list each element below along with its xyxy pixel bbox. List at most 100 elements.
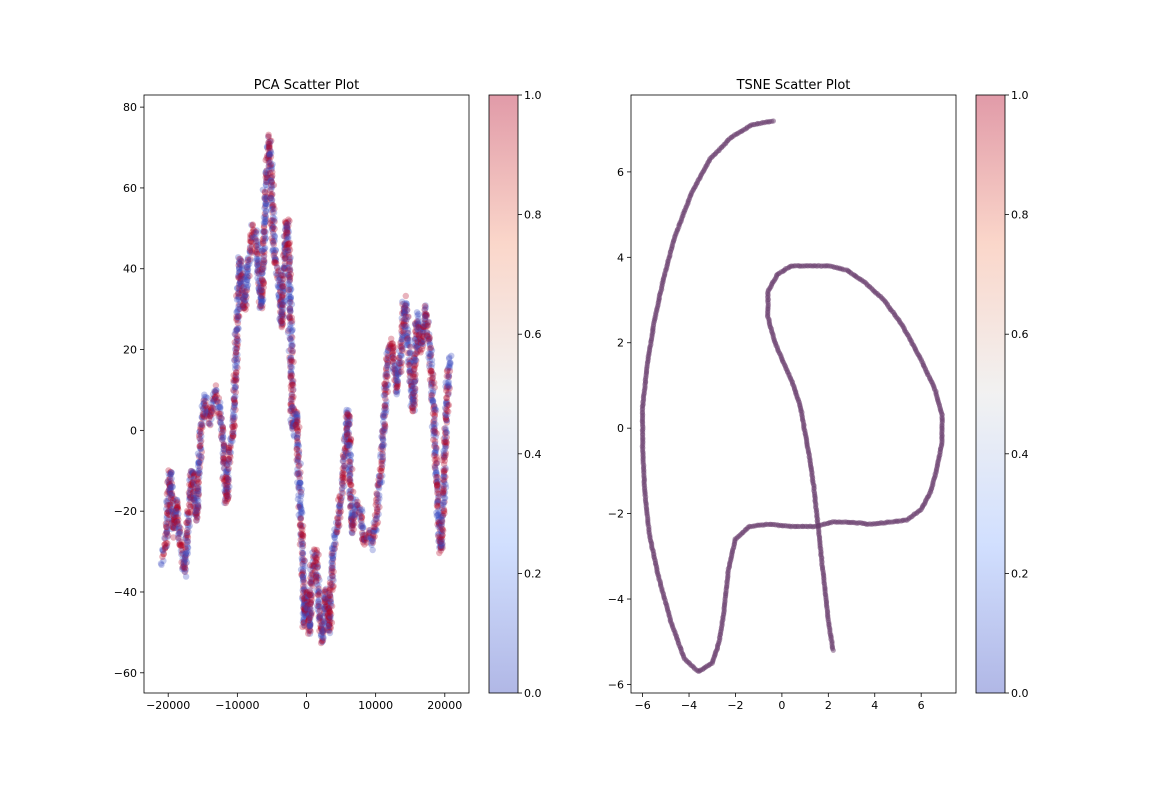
scatter-point	[221, 478, 228, 485]
scatter-point	[195, 487, 202, 494]
scatter-point	[232, 346, 239, 353]
scatter-point	[210, 410, 217, 417]
scatter-point	[239, 304, 247, 311]
scatter-point	[170, 534, 177, 541]
scatter-point	[270, 209, 278, 216]
scatter-point	[253, 261, 261, 268]
scatter-point	[221, 481, 228, 489]
pca-colorbar-gradient	[489, 95, 518, 693]
scatter-point	[211, 395, 219, 402]
scatter-point	[171, 516, 178, 523]
scatter-point	[173, 518, 180, 525]
scatter-point	[239, 303, 246, 310]
scatter-point	[260, 279, 267, 286]
scatter-point	[167, 488, 174, 495]
scatter-point	[243, 269, 250, 276]
scatter-point	[225, 444, 233, 451]
scatter-point	[220, 442, 227, 450]
scatter-point	[235, 324, 242, 332]
scatter-point	[196, 464, 204, 471]
scatter-point	[185, 524, 192, 531]
scatter-point	[319, 633, 327, 640]
scatter-point	[229, 430, 236, 437]
scatter-point	[239, 302, 246, 309]
scatter-point	[188, 509, 195, 516]
scatter-point	[381, 392, 388, 399]
scatter-point	[254, 268, 262, 275]
scatter-point	[229, 428, 236, 435]
scatter-point	[203, 411, 211, 419]
scatter-point	[168, 499, 175, 506]
scatter-point	[174, 505, 181, 512]
scatter-point	[192, 509, 200, 517]
scatter-point	[202, 410, 209, 418]
scatter-point	[236, 263, 243, 271]
scatter-point	[228, 434, 236, 442]
scatter-point	[244, 261, 251, 269]
scatter-point	[349, 512, 357, 519]
scatter-point	[187, 475, 194, 482]
scatter-point	[227, 444, 234, 451]
scatter-point	[191, 496, 198, 503]
scatter-point	[236, 260, 243, 267]
scatter-point	[222, 477, 230, 484]
scatter-point	[223, 470, 230, 477]
colorbar-tick-label: 1.0	[1011, 89, 1029, 102]
scatter-point	[185, 501, 193, 508]
scatter-point	[165, 487, 172, 494]
scatter-point	[206, 412, 213, 419]
scatter-point	[220, 455, 227, 462]
tsne-x-ticks: −6 −4 −2 0 2 4 6	[634, 693, 925, 712]
scatter-point	[215, 410, 223, 417]
scatter-point	[169, 524, 176, 531]
scatter-point	[195, 490, 202, 498]
scatter-point	[224, 481, 231, 489]
scatter-point	[184, 538, 191, 546]
scatter-point	[186, 481, 193, 488]
scatter-point	[258, 298, 265, 306]
scatter-point	[200, 415, 208, 422]
scatter-point	[248, 243, 256, 250]
scatter-point	[183, 529, 190, 537]
scatter-point	[228, 434, 235, 441]
scatter-point	[176, 523, 183, 530]
scatter-point	[235, 313, 242, 320]
scatter-point	[236, 287, 244, 295]
scatter-point	[189, 470, 197, 477]
scatter-point	[220, 440, 228, 448]
scatter-point	[243, 272, 250, 279]
scatter-point	[201, 393, 208, 401]
scatter-point	[162, 522, 170, 529]
scatter-point	[231, 397, 238, 404]
scatter-point	[170, 497, 177, 505]
scatter-point	[446, 367, 454, 375]
scatter-point	[225, 487, 232, 494]
scatter-point	[182, 532, 190, 540]
scatter-point	[409, 373, 417, 380]
scatter-point	[187, 470, 194, 477]
y-tick-label: −4	[608, 593, 624, 606]
scatter-point	[257, 295, 265, 302]
scatter-point	[201, 404, 208, 411]
scatter-point	[255, 280, 262, 287]
scatter-point	[168, 469, 175, 476]
scatter-point	[255, 277, 262, 285]
scatter-point	[237, 255, 244, 263]
scatter-point	[248, 248, 255, 255]
scatter-point	[248, 232, 255, 239]
scatter-point	[222, 489, 229, 496]
scatter-point	[307, 615, 314, 623]
scatter-point	[235, 337, 242, 345]
scatter-point	[251, 234, 258, 241]
scatter-point	[239, 293, 246, 301]
tsne-points	[639, 118, 946, 675]
scatter-point	[237, 278, 244, 285]
scatter-point	[231, 377, 238, 384]
scatter-point	[182, 573, 190, 580]
scatter-point	[212, 389, 220, 396]
scatter-point	[201, 413, 208, 420]
scatter-point	[235, 303, 242, 310]
scatter-point	[184, 510, 191, 517]
scatter-point	[166, 489, 173, 497]
scatter-point	[199, 409, 207, 417]
